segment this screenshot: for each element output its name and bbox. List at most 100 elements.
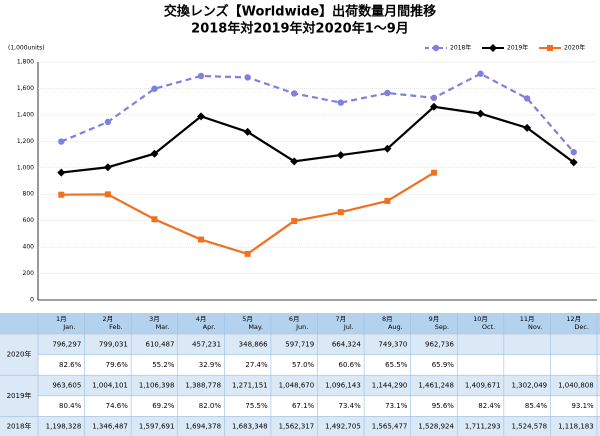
cell: 55.2% [152, 361, 175, 369]
marker [432, 44, 440, 52]
cell: 963,605 [52, 382, 81, 390]
marker [58, 191, 65, 198]
cell: 1,562,317 [279, 423, 315, 431]
series-line [60, 72, 575, 153]
cell: 1,302,049 [511, 382, 547, 390]
marker [547, 45, 553, 51]
marker [103, 163, 112, 172]
marker [337, 99, 344, 106]
cell: 1,346,487 [92, 423, 128, 431]
y-tick-label: 800 [23, 191, 35, 198]
cell: 1,118,183 [558, 423, 594, 431]
marker [570, 148, 577, 156]
header-ja: 12月 [566, 315, 581, 323]
marker [291, 217, 298, 224]
cell: 82.0% [199, 402, 222, 410]
cell: 65.5% [385, 361, 408, 369]
cell: 610,487 [146, 340, 175, 348]
cell: 1,198,328 [46, 423, 82, 431]
header-en: Dec. [574, 323, 589, 331]
table-header [0, 313, 600, 334]
header-ja: 11月 [520, 315, 535, 323]
row-label: 2019年 [7, 391, 32, 400]
marker [569, 158, 578, 167]
cell: 67.1% [292, 402, 315, 410]
marker [477, 70, 484, 77]
marker [244, 74, 251, 81]
cell: 1,388,778 [185, 382, 221, 390]
marker [430, 169, 437, 176]
marker [384, 197, 391, 204]
marker [523, 123, 532, 132]
marker [523, 95, 531, 102]
marker [104, 118, 112, 126]
cell: 1,524,578 [511, 423, 547, 431]
marker [104, 191, 111, 198]
cell: 1,528,924 [418, 423, 454, 431]
marker [151, 216, 158, 223]
marker [489, 44, 497, 52]
cell: 57.0% [292, 361, 315, 369]
legend-label: 2018年 [450, 44, 471, 52]
cell: 80.4% [59, 402, 82, 410]
marker [244, 250, 251, 257]
cell: 27.4% [245, 361, 268, 369]
series-line [61, 105, 575, 174]
marker [150, 149, 159, 158]
cell: 1,106,398 [139, 382, 175, 390]
marker [429, 102, 438, 111]
row-label: 2018年 [7, 422, 32, 431]
header-en: Sep. [435, 323, 449, 331]
header-ja: 6月 [289, 315, 300, 323]
marker [58, 138, 65, 145]
chart-title: 交換レンズ【Worldwide】出荷数量月間推移 [164, 4, 436, 20]
marker [337, 209, 344, 216]
series-line [61, 171, 435, 256]
cell: 1,565,477 [372, 423, 408, 431]
header-en: May. [248, 323, 263, 331]
cell: 32.9% [199, 361, 222, 369]
marker [291, 90, 298, 97]
chart-subtitle: 2018年対2019年対2020年1～9月 [191, 21, 409, 37]
cell: 85.4% [525, 402, 548, 410]
cell: 1,004,101 [92, 382, 128, 390]
header-ja: 5月 [242, 315, 253, 323]
marker [57, 168, 66, 177]
cell: 69.2% [152, 402, 175, 410]
header-ja: 3月 [149, 315, 160, 323]
header-ja: 4月 [196, 315, 207, 323]
y-tick-label: 1,800 [17, 59, 34, 66]
marker [383, 144, 392, 153]
header-en: Jan. [62, 323, 75, 331]
cell: 1,040,808 [558, 382, 594, 390]
cell: 1,597,691 [139, 423, 175, 431]
header-en: Apr. [203, 323, 216, 331]
cell: 1,492,705 [325, 423, 361, 431]
y-tick-label: 1,000 [17, 164, 34, 171]
cell: 796,297 [52, 340, 81, 348]
marker [198, 236, 205, 243]
y-tick-label: 200 [23, 270, 35, 277]
cell: 60.6% [339, 361, 362, 369]
marker [151, 85, 158, 92]
header-en: Jun. [295, 323, 308, 331]
row-label: 2020年 [7, 350, 32, 359]
cell: 1,461,248 [418, 382, 454, 390]
row-bg [38, 354, 600, 376]
marker [384, 89, 391, 97]
marker [197, 72, 205, 80]
cell: 1,096,143 [325, 382, 361, 390]
cell: 597,719 [285, 340, 314, 348]
cell: 75.5% [245, 402, 268, 410]
cell: 962,736 [425, 340, 454, 348]
row-bg [38, 416, 600, 436]
cell: 1,271,151 [232, 382, 268, 390]
cell: 73.4% [339, 402, 362, 410]
header-ja: 9月 [429, 315, 440, 323]
cell: 457,231 [192, 340, 221, 348]
cell: 73.1% [385, 402, 408, 410]
y-tick-label: 1,200 [17, 138, 34, 145]
header-ja: 7月 [335, 315, 346, 323]
legend-label: 2020年 [564, 44, 585, 52]
